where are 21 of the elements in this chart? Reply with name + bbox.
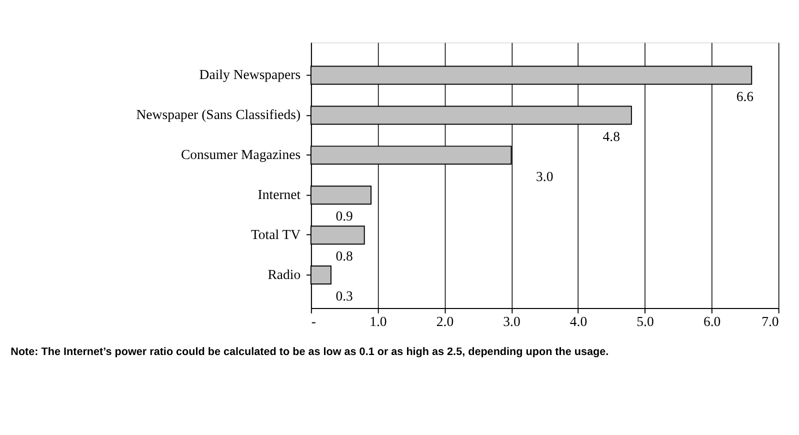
data-label: 0.3 — [336, 288, 354, 304]
data-label: 0.9 — [336, 208, 354, 224]
y-tick-label: Internet — [258, 187, 301, 202]
x-tick-label: 2.0 — [436, 314, 454, 330]
data-label: 4.8 — [602, 128, 620, 144]
data-label: 3.0 — [536, 168, 554, 184]
y-tick-label: Daily Newspapers — [199, 67, 301, 82]
x-tick-label: - — [311, 314, 316, 330]
x-tick-label: 5.0 — [636, 314, 654, 330]
y-tick-label: Newspaper (Sans Classifieds) — [136, 107, 301, 122]
data-label: 0.8 — [336, 248, 354, 264]
x-tick-label: 3.0 — [503, 314, 520, 330]
x-tick-label: 6.0 — [703, 314, 721, 330]
y-tick-label: Radio — [268, 266, 301, 282]
y-tick-label: Consumer Magazines — [180, 147, 301, 162]
x-tick-label: 7.0 — [762, 314, 779, 330]
text: Note: The Internet’s power ratio could be calculated to be as low as 0.1 or as high as 2.5, depending upon the usage. — [10, 346, 609, 358]
x-tick-label: 1.0 — [370, 314, 387, 330]
x-tick-label: 4.0 — [570, 314, 588, 330]
data-label: 6.6 — [736, 88, 754, 104]
y-tick-label: Total TV — [250, 227, 301, 242]
